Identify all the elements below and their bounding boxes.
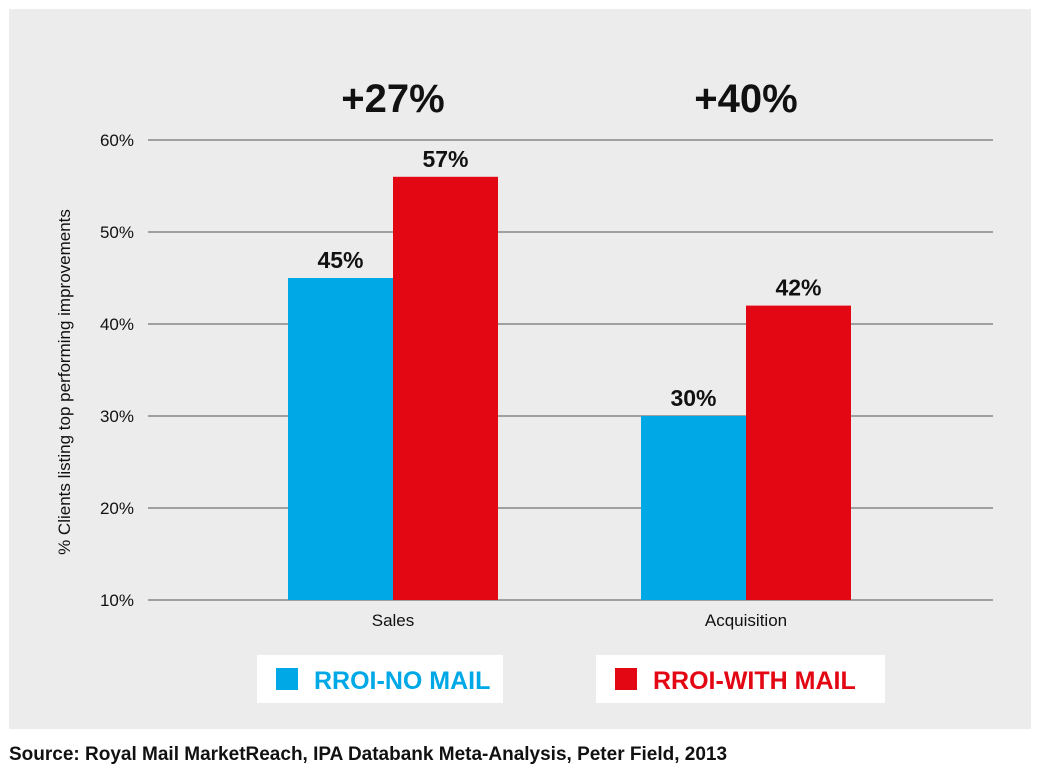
y-tick-label: 30% [100,407,134,426]
y-axis-label: % Clients listing top performing improve… [55,209,74,555]
y-tick-label: 40% [100,315,134,334]
bar-value-label: 42% [775,275,821,301]
x-tick-label: Sales [372,611,415,630]
uplift-label: +27% [341,77,444,121]
y-tick-label: 10% [100,591,134,610]
bar [288,278,393,600]
legend-label: RROI-WITH MAIL [653,667,856,695]
bar [641,416,746,600]
bar [393,176,498,601]
uplift-label: +40% [694,77,797,121]
legend-swatch [615,668,637,690]
bar-value-label: 45% [317,247,363,273]
y-tick-label: 20% [100,499,134,518]
y-tick-label: 60% [100,131,134,150]
bar-value-label: 30% [670,385,716,411]
y-tick-label: 50% [100,223,134,242]
bar [746,305,851,600]
bar-value-label: 57% [422,146,468,172]
legend-item [596,655,885,703]
chart-panel [9,9,1031,729]
legend-label: RROI-NO MAIL [314,667,490,695]
x-tick-label: Acquisition [705,611,787,630]
legend-swatch [276,668,298,690]
source-note: Source: Royal Mail MarketReach, IPA Data… [9,744,728,765]
